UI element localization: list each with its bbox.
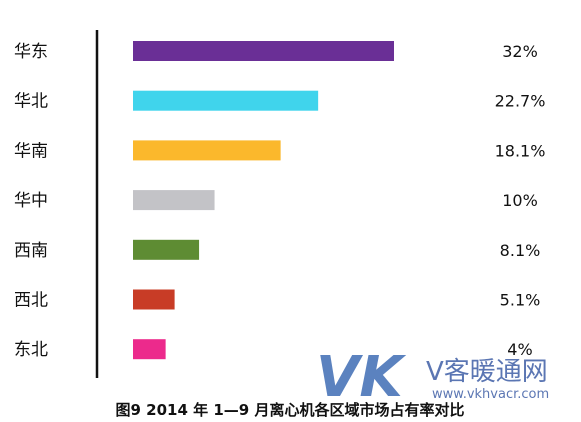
category-label: 西北 bbox=[14, 291, 48, 311]
category-label: 华北 bbox=[14, 92, 48, 112]
bar-1 bbox=[133, 90, 319, 111]
bar-group bbox=[133, 41, 394, 360]
value-label: 10% bbox=[502, 191, 538, 210]
value-label: 32% bbox=[502, 42, 538, 61]
value-label: 5.1% bbox=[500, 291, 541, 310]
category-label: 华东 bbox=[14, 42, 48, 62]
value-labels: 32% 22.7% 18.1% 10% 8.1% 5.1% 4% bbox=[495, 42, 546, 359]
value-label: 4% bbox=[507, 340, 532, 359]
bar-0 bbox=[133, 41, 394, 61]
category-label: 华中 bbox=[14, 191, 48, 211]
bar-5 bbox=[133, 289, 175, 310]
category-label: 西南 bbox=[14, 241, 48, 261]
value-label: 22.7% bbox=[495, 92, 546, 111]
bar-6 bbox=[133, 339, 166, 360]
bar-4 bbox=[133, 239, 200, 260]
chart-caption: 图9 2014 年 1—9 月离心机各区域市场占有率对比 bbox=[116, 401, 465, 419]
bar-3 bbox=[133, 190, 215, 211]
value-label: 8.1% bbox=[500, 241, 541, 260]
watermark-brand: V客暖通网 bbox=[426, 357, 548, 387]
watermark-logo: VK bbox=[316, 345, 406, 410]
watermark: VK V客暖通网 www.vkhvacr.com bbox=[316, 345, 549, 410]
category-label: 华南 bbox=[14, 141, 48, 161]
bar-2 bbox=[133, 140, 281, 161]
watermark-url: www.vkhvacr.com bbox=[432, 387, 549, 402]
value-label: 18.1% bbox=[495, 141, 546, 160]
category-label: 东北 bbox=[14, 340, 48, 360]
